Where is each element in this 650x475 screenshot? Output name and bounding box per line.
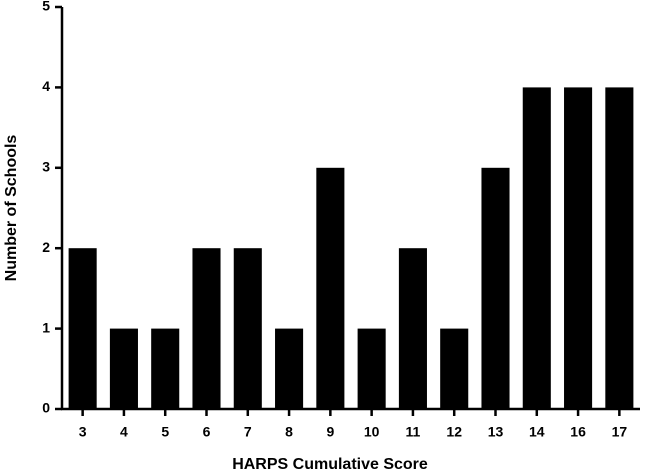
bar — [233, 248, 262, 409]
y-tick-label: 1 — [42, 319, 50, 335]
x-tick-label: 14 — [529, 424, 545, 440]
x-tick-label: 3 — [79, 424, 87, 440]
x-tick-label: 10 — [364, 424, 380, 440]
bar — [357, 328, 386, 409]
x-tick-label: 17 — [612, 424, 628, 440]
x-tick-label: 6 — [203, 424, 211, 440]
x-axis-title: HARPS Cumulative Score — [232, 456, 428, 473]
x-tick-label: 9 — [326, 424, 334, 440]
y-tick-label: 3 — [42, 159, 50, 175]
bar — [109, 328, 138, 409]
y-tick-label: 5 — [42, 0, 50, 14]
x-tick-label: 11 — [406, 424, 421, 440]
x-tick-label: 7 — [244, 424, 252, 440]
x-tick-label: 12 — [446, 424, 462, 440]
bar — [316, 167, 345, 409]
y-axis-title: Number of Schools — [3, 135, 20, 282]
bar — [398, 248, 427, 409]
y-tick-label: 0 — [42, 400, 50, 416]
bar — [522, 87, 551, 410]
y-tick-label: 2 — [42, 239, 50, 255]
x-tick-label: 16 — [570, 424, 586, 440]
bar — [481, 167, 510, 409]
x-tick-label: 13 — [488, 424, 504, 440]
x-tick-label: 4 — [120, 424, 128, 440]
bar — [440, 328, 469, 409]
bar — [192, 248, 221, 409]
y-tick-label: 4 — [42, 78, 50, 94]
bar — [151, 328, 180, 409]
bar — [68, 248, 97, 409]
x-tick-label: 8 — [285, 424, 293, 440]
x-tick-label: 5 — [161, 424, 169, 440]
bar — [275, 328, 304, 409]
bar — [564, 87, 593, 410]
bar — [605, 87, 634, 410]
